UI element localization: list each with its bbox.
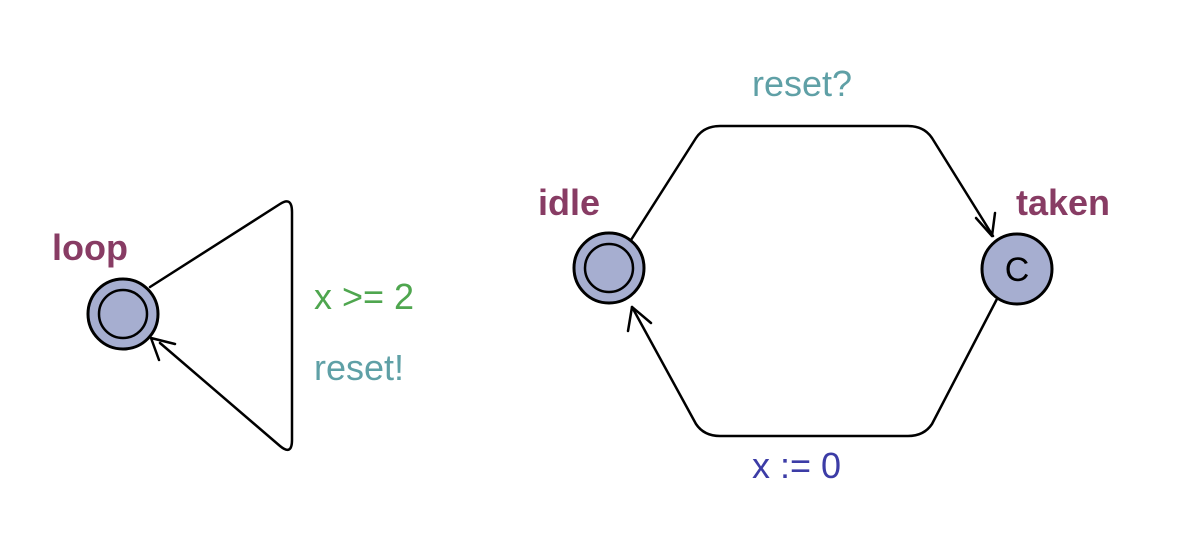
location-loop[interactable] — [86, 277, 160, 351]
guard-label: x >= 2 — [314, 276, 414, 317]
initial-marker-icon — [97, 288, 149, 340]
location-name-taken: taken — [1016, 182, 1110, 223]
location-name-loop: loop — [52, 227, 128, 268]
arrowhead-icon — [626, 305, 653, 333]
initial-marker-icon — [583, 242, 635, 294]
edge-idle-to-taken[interactable] — [629, 124, 995, 242]
edge-taken-to-idle[interactable] — [630, 295, 1000, 438]
edge-loop-self[interactable] — [148, 200, 294, 452]
assignment-label: x := 0 — [752, 445, 841, 486]
sync-label: reset! — [314, 347, 404, 388]
location-name-idle: idle — [538, 182, 600, 223]
arrowhead-icon — [149, 336, 177, 362]
location-taken[interactable]: C — [980, 232, 1054, 306]
template-idle-taken: idle C taken reset? x := 0 — [538, 63, 1110, 486]
sync-label: reset? — [752, 63, 852, 104]
committed-mark: C — [1005, 251, 1030, 289]
template-loop: loop x >= 2 reset! — [52, 200, 414, 452]
location-idle[interactable] — [572, 231, 646, 305]
arrowhead-icon — [974, 211, 997, 238]
location-circle — [980, 232, 1054, 306]
